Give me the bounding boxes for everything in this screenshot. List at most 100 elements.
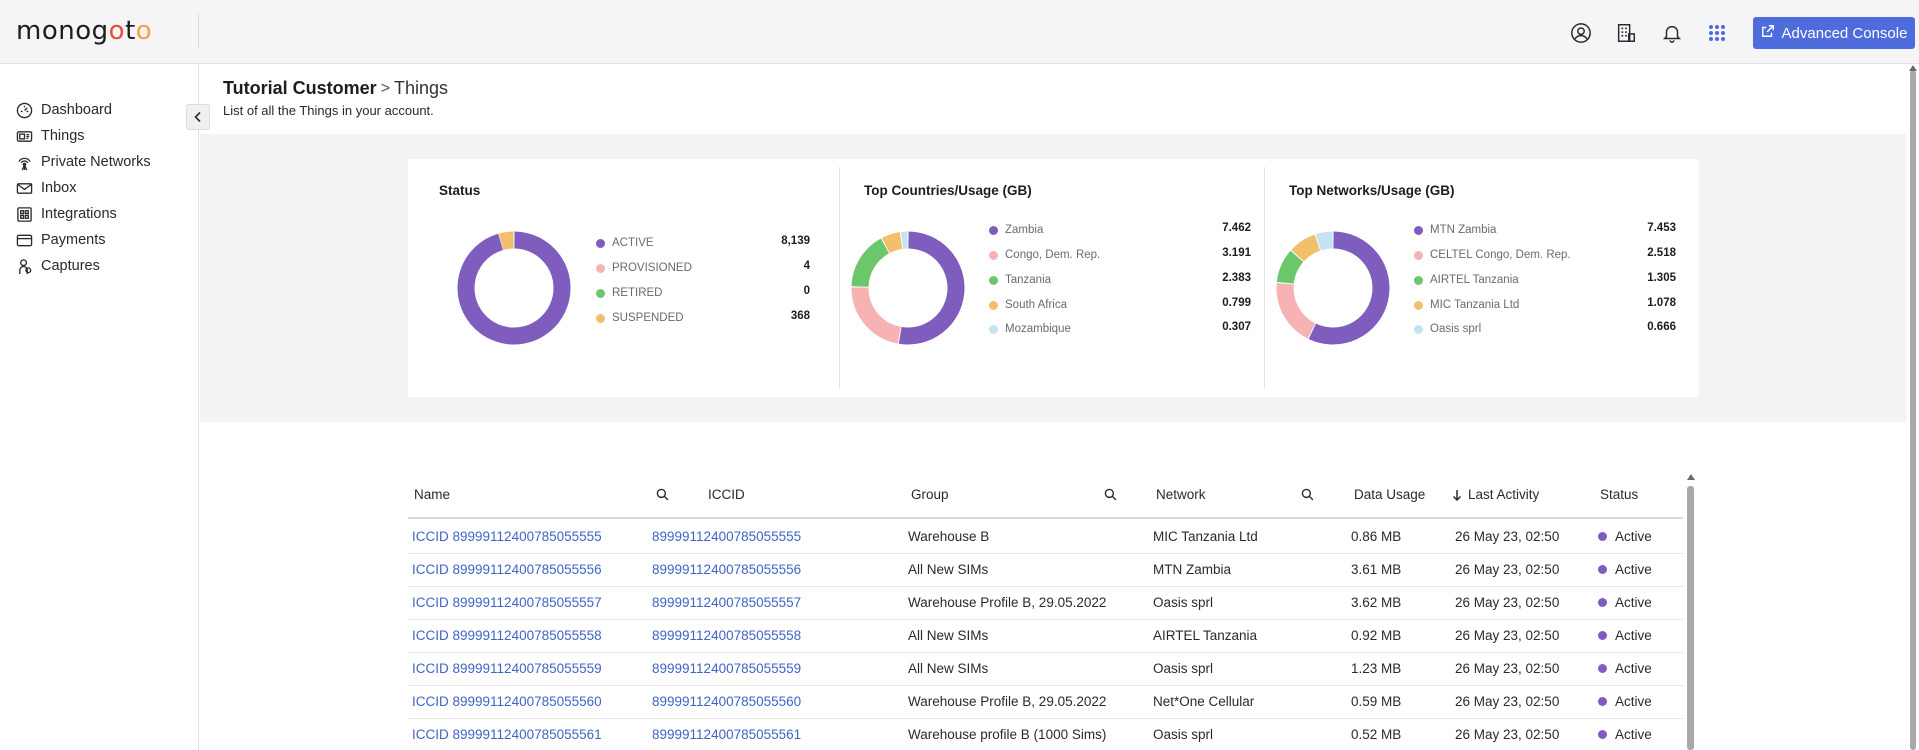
bell-icon[interactable] <box>1659 20 1685 46</box>
countries-legend: Zambia 7.462 Congo, Dem. Rep. 3.191 Tanz… <box>989 222 1251 335</box>
legend-item: MTN Zambia <box>1414 222 1496 238</box>
legend-value: 368 <box>790 310 810 322</box>
page-header: Tutorial Customer > Things List of all t… <box>223 78 448 118</box>
sidebar-item-label: Things <box>41 128 85 144</box>
status-donut-slice-0[interactable] <box>457 231 571 345</box>
table-row[interactable]: ICCID 89999112400785055559 89999112400785… <box>408 653 1683 686</box>
table-row[interactable]: ICCID 89999112400785055557 89999112400785… <box>408 587 1683 620</box>
stats-card: Status ACTIVE 8,139 PROVISIONED 4 RETIRE… <box>408 159 1699 397</box>
table-row[interactable]: ICCID 89999112400785055561 89999112400785… <box>408 719 1683 750</box>
breadcrumb-customer[interactable]: Tutorial Customer <box>223 78 377 98</box>
cell-iccid[interactable]: 89999112400785055558 <box>652 628 802 643</box>
page-scrollbar-thumb[interactable] <box>1910 70 1916 750</box>
cell-iccid[interactable]: 89999112400785055555 <box>652 529 802 544</box>
networks-donut-chart <box>1276 231 1390 345</box>
countries-donut-slice-2[interactable] <box>851 238 890 288</box>
cell-name[interactable]: ICCID 89999112400785055555 <box>412 529 602 544</box>
column-header-last-activity[interactable]: Last Activity <box>1452 487 1539 502</box>
cell-iccid[interactable]: 89999112400785055560 <box>652 694 802 709</box>
legend-item: PROVISIONED <box>596 260 692 276</box>
sidebar-item-private-networks[interactable]: Private Networks <box>16 149 151 175</box>
legend-label: South Africa <box>1005 299 1068 311</box>
table-row[interactable]: ICCID 89999112400785055555 89999112400785… <box>408 521 1683 554</box>
cell-name[interactable]: ICCID 89999112400785055558 <box>412 628 602 643</box>
cell-status: Active <box>1598 595 1652 610</box>
status-legend: ACTIVE 8,139 PROVISIONED 4 RETIRED 0 SUS… <box>596 235 834 325</box>
breadcrumb: Tutorial Customer > Things <box>223 78 448 99</box>
status-panel-title: Status <box>439 183 481 198</box>
countries-donut-slice-1[interactable] <box>851 287 902 344</box>
main-content: Tutorial Customer > Things List of all t… <box>200 64 1919 750</box>
user-circle-icon[interactable] <box>1568 20 1594 46</box>
cell-name[interactable]: ICCID 89999112400785055559 <box>412 661 602 676</box>
table-header: Name ICCID Group Network Data Usage Last… <box>408 471 1683 519</box>
scroll-up-arrow-icon[interactable] <box>1908 64 1918 72</box>
cell-iccid[interactable]: 89999112400785055557 <box>652 595 802 610</box>
status-label: Active <box>1615 562 1652 577</box>
legend-label: CELTEL Congo, Dem. Rep. <box>1430 249 1571 261</box>
breadcrumb-separator: > <box>380 79 391 97</box>
search-icon[interactable] <box>656 488 669 506</box>
sidebar-item-dashboard[interactable]: Dashboard <box>16 97 112 123</box>
sidebar-item-things[interactable]: Things <box>16 123 85 149</box>
networks-donut-slice-0[interactable] <box>1308 231 1390 345</box>
cell-data-usage: 1.23 MB <box>1351 661 1402 676</box>
antenna-icon <box>18 157 31 170</box>
column-header-status[interactable]: Status <box>1600 487 1639 502</box>
table-row[interactable]: ICCID 89999112400785055556 89999112400785… <box>408 554 1683 587</box>
search-icon[interactable] <box>1301 488 1314 506</box>
networks-donut-slice-2[interactable] <box>1276 250 1304 285</box>
sort-descending-icon <box>1452 489 1462 501</box>
sidebar-item-label: Integrations <box>41 206 117 222</box>
cell-iccid[interactable]: 89999112400785055556 <box>652 562 802 577</box>
sidebar-item-payments[interactable]: Payments <box>16 227 105 253</box>
legend-dot <box>1414 275 1423 285</box>
table-scroll-up-arrow-icon[interactable] <box>1686 473 1696 481</box>
monogoto-logo[interactable]: monogoto <box>16 16 153 46</box>
sidebar-item-label: Inbox <box>41 180 77 196</box>
cell-iccid[interactable]: 89999112400785055561 <box>652 727 802 742</box>
countries-donut-slice-3[interactable] <box>881 232 903 254</box>
countries-panel-title: Top Countries/Usage (GB) <box>864 183 1032 198</box>
column-header-group[interactable]: Group <box>911 487 949 502</box>
networks-donut-slice-3[interactable] <box>1291 234 1321 262</box>
status-panel: Status ACTIVE 8,139 PROVISIONED 4 RETIRE… <box>408 159 832 397</box>
legend-label: Oasis sprl <box>1430 323 1482 335</box>
legend-value: 7.453 <box>1647 222 1676 234</box>
search-icon[interactable] <box>1104 488 1117 506</box>
sidebar-item-integrations[interactable]: Integrations <box>16 201 117 227</box>
column-header-iccid[interactable]: ICCID <box>708 487 745 502</box>
countries-donut-chart <box>851 231 965 345</box>
cell-iccid[interactable]: 89999112400785055559 <box>652 661 802 676</box>
apps-grid-icon[interactable] <box>1704 20 1730 46</box>
cell-last-activity: 26 May 23, 02:50 <box>1455 562 1560 577</box>
collapse-sidebar-button[interactable] <box>186 104 210 130</box>
cell-group: All New SIMs <box>908 661 989 676</box>
status-donut-slice-3[interactable] <box>499 231 514 250</box>
cell-group: Warehouse B <box>908 529 990 544</box>
legend-item: MIC Tanzania Ltd <box>1414 297 1519 313</box>
countries-donut-slice-0[interactable] <box>898 231 965 345</box>
cell-data-usage: 0.59 MB <box>1351 694 1402 709</box>
advanced-console-button[interactable]: Advanced Console <box>1753 17 1915 49</box>
cell-name[interactable]: ICCID 89999112400785055560 <box>412 694 602 709</box>
legend-label: Mozambique <box>1005 323 1071 335</box>
cell-name[interactable]: ICCID 89999112400785055556 <box>412 562 602 577</box>
cell-name[interactable]: ICCID 89999112400785055557 <box>412 595 602 610</box>
sidebar-item-inbox[interactable]: Inbox <box>16 175 76 201</box>
table-scrollbar-thumb[interactable] <box>1687 486 1694 750</box>
cell-name[interactable]: ICCID 89999112400785055561 <box>412 727 602 742</box>
legend-value: 7.462 <box>1222 222 1251 234</box>
table-row[interactable]: ICCID 89999112400785055560 89999112400785… <box>408 686 1683 719</box>
column-header-data-usage[interactable]: Data Usage <box>1354 487 1426 502</box>
sidebar-item-label: Payments <box>41 232 106 248</box>
sidebar-item-captures[interactable]: Captures <box>16 253 100 279</box>
networks-donut-slice-4[interactable] <box>1315 231 1333 251</box>
building-icon[interactable] <box>1613 20 1639 46</box>
cell-last-activity: 26 May 23, 02:50 <box>1455 694 1560 709</box>
cell-network: Oasis sprl <box>1153 595 1214 610</box>
column-header-network[interactable]: Network <box>1156 487 1206 502</box>
table-row[interactable]: ICCID 89999112400785055558 89999112400785… <box>408 620 1683 653</box>
networks-donut-slice-1[interactable] <box>1276 282 1316 339</box>
column-header-name[interactable]: Name <box>414 487 451 502</box>
